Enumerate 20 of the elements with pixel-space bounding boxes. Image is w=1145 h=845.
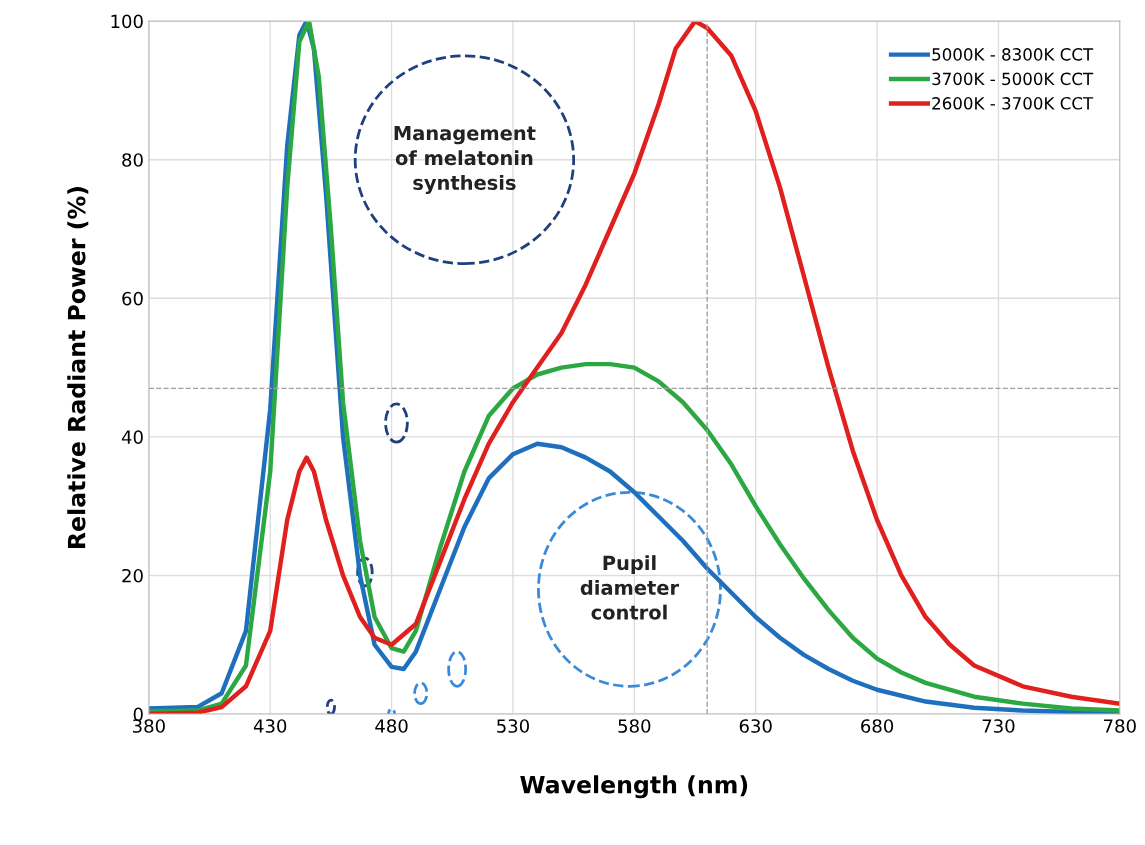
x-tick-label: 730 (982, 719, 1015, 733)
x-tick-label: 480 (375, 719, 408, 733)
x-tick-label: 780 (1104, 719, 1136, 733)
y-tick-label: 20 (122, 568, 143, 583)
y-tick-label: 40 (121, 430, 143, 444)
y-axis-title: Relative Radiant Power (%) (67, 187, 89, 548)
annotation: Pupil diameter control (580, 555, 680, 620)
x-tick-label: 530 (497, 719, 529, 733)
x-tick-label: 680 (861, 719, 894, 733)
y-tick-label: 80 (122, 153, 143, 167)
y-tick-label: 60 (122, 291, 143, 306)
legend-label: 3700K - 5000K CCT (932, 72, 1094, 86)
x-tick-label: 630 (739, 719, 772, 733)
x-tick-label: 580 (618, 719, 651, 733)
legend-label: 5000K - 8300K CCT (932, 48, 1094, 61)
y-tick-label: 100 (111, 14, 143, 29)
legend-label: 2600K - 3700K CCT (932, 97, 1094, 110)
annotation: Management of melatonin synthesis (394, 125, 536, 194)
x-tick-label: 430 (253, 719, 287, 733)
x-axis-title: Wavelength (nm) (520, 775, 748, 799)
